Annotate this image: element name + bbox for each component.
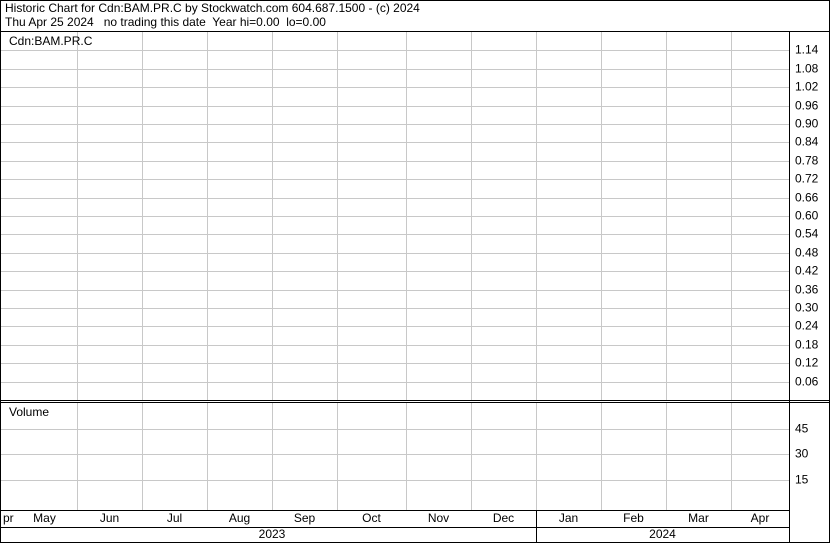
- y-tick-label: 0.90: [795, 117, 819, 131]
- y-tick-label: 0.66: [795, 191, 819, 205]
- y-tick-label: 0.48: [795, 246, 819, 260]
- x-tick-label: Nov: [428, 511, 449, 525]
- x-tick-label: Apr: [751, 511, 770, 525]
- x-tick-label: Mar: [688, 511, 709, 525]
- y-tick-label: 30: [795, 447, 809, 461]
- x-tick-label: Jul: [167, 511, 182, 525]
- x-tick-label: Sep: [294, 511, 316, 525]
- y-tick-label: 0.72: [795, 172, 819, 186]
- x-tick-label: May: [33, 511, 56, 525]
- x-tick-label: Feb: [623, 511, 644, 525]
- y-tick-label: 0.54: [795, 227, 819, 241]
- y-tick-label: 0.42: [795, 264, 819, 278]
- header-line: Thu Apr 25 2024 no trading this date Yea…: [5, 15, 326, 29]
- panel-title: Volume: [9, 405, 49, 419]
- y-tick-label: 0.84: [795, 135, 819, 149]
- y-tick-label: 0.30: [795, 301, 819, 315]
- y-tick-label: 0.06: [795, 375, 819, 389]
- x-tick-label: pr: [3, 511, 14, 525]
- x-tick-label: Aug: [229, 511, 250, 525]
- y-tick-label: 0.96: [795, 99, 819, 113]
- year-label: 2023: [259, 527, 286, 541]
- y-tick-label: 1.14: [795, 43, 819, 57]
- y-tick-label: 1.02: [795, 80, 819, 94]
- y-tick-label: 0.24: [795, 319, 819, 333]
- y-tick-label: 0.60: [795, 209, 819, 223]
- x-tick-label: Dec: [493, 511, 514, 525]
- y-tick-label: 45: [795, 422, 809, 436]
- header-line: Historic Chart for Cdn:BAM.PR.C by Stock…: [5, 1, 420, 15]
- panel-title: Cdn:BAM.PR.C: [9, 34, 93, 48]
- x-tick-label: Jan: [559, 511, 578, 525]
- grid: [1, 32, 789, 510]
- y-tick-label: 1.08: [795, 62, 819, 76]
- year-label: 2024: [649, 527, 676, 541]
- y-tick-label: 15: [795, 473, 809, 487]
- y-tick-label: 0.12: [795, 356, 819, 370]
- y-tick-label: 0.36: [795, 283, 819, 297]
- y-tick-label: 0.18: [795, 338, 819, 352]
- x-tick-label: Jun: [100, 511, 119, 525]
- x-tick-label: Oct: [362, 511, 381, 525]
- y-tick-label: 0.78: [795, 154, 819, 168]
